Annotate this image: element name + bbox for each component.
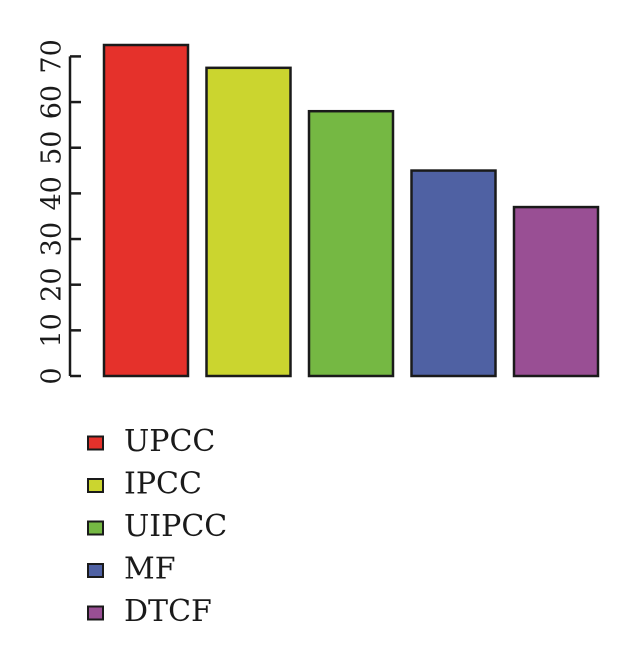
bar-ipcc xyxy=(205,66,292,378)
legend-label-upcc: UPCC xyxy=(124,424,215,459)
legend-swatch-uipcc xyxy=(87,520,104,536)
y-tick-label: 60 xyxy=(37,85,68,119)
legend-label-dtcf: DTCF xyxy=(124,594,212,629)
legend-label-ipcc: IPCC xyxy=(124,467,202,502)
bar-upcc xyxy=(102,43,190,378)
y-tick-label: 20 xyxy=(37,268,68,302)
y-tick-label: 70 xyxy=(37,39,68,73)
y-tick-label: 40 xyxy=(37,176,68,210)
legend-swatch-mf xyxy=(87,563,104,578)
y-tick-label: 0 xyxy=(37,367,68,384)
legend: UPCC IPCC UIPCC MF DTCF xyxy=(87,424,227,629)
legend-swatch-upcc xyxy=(87,435,104,451)
bar-uipcc xyxy=(307,109,395,378)
legend-label-uipcc: UIPCC xyxy=(124,509,227,544)
bars xyxy=(102,43,600,378)
legend-label-mf: MF xyxy=(124,552,176,587)
y-axis: 0 10 20 30 40 50 60 70 xyxy=(37,39,81,385)
y-tick-label: 50 xyxy=(37,131,68,165)
legend-swatch-ipcc xyxy=(87,478,104,493)
y-tick-label: 30 xyxy=(37,222,68,256)
bar-mf xyxy=(410,169,497,378)
y-tick-label: 10 xyxy=(37,313,68,347)
bar-dtcf xyxy=(512,205,600,378)
legend-swatch-dtcf xyxy=(87,605,104,621)
